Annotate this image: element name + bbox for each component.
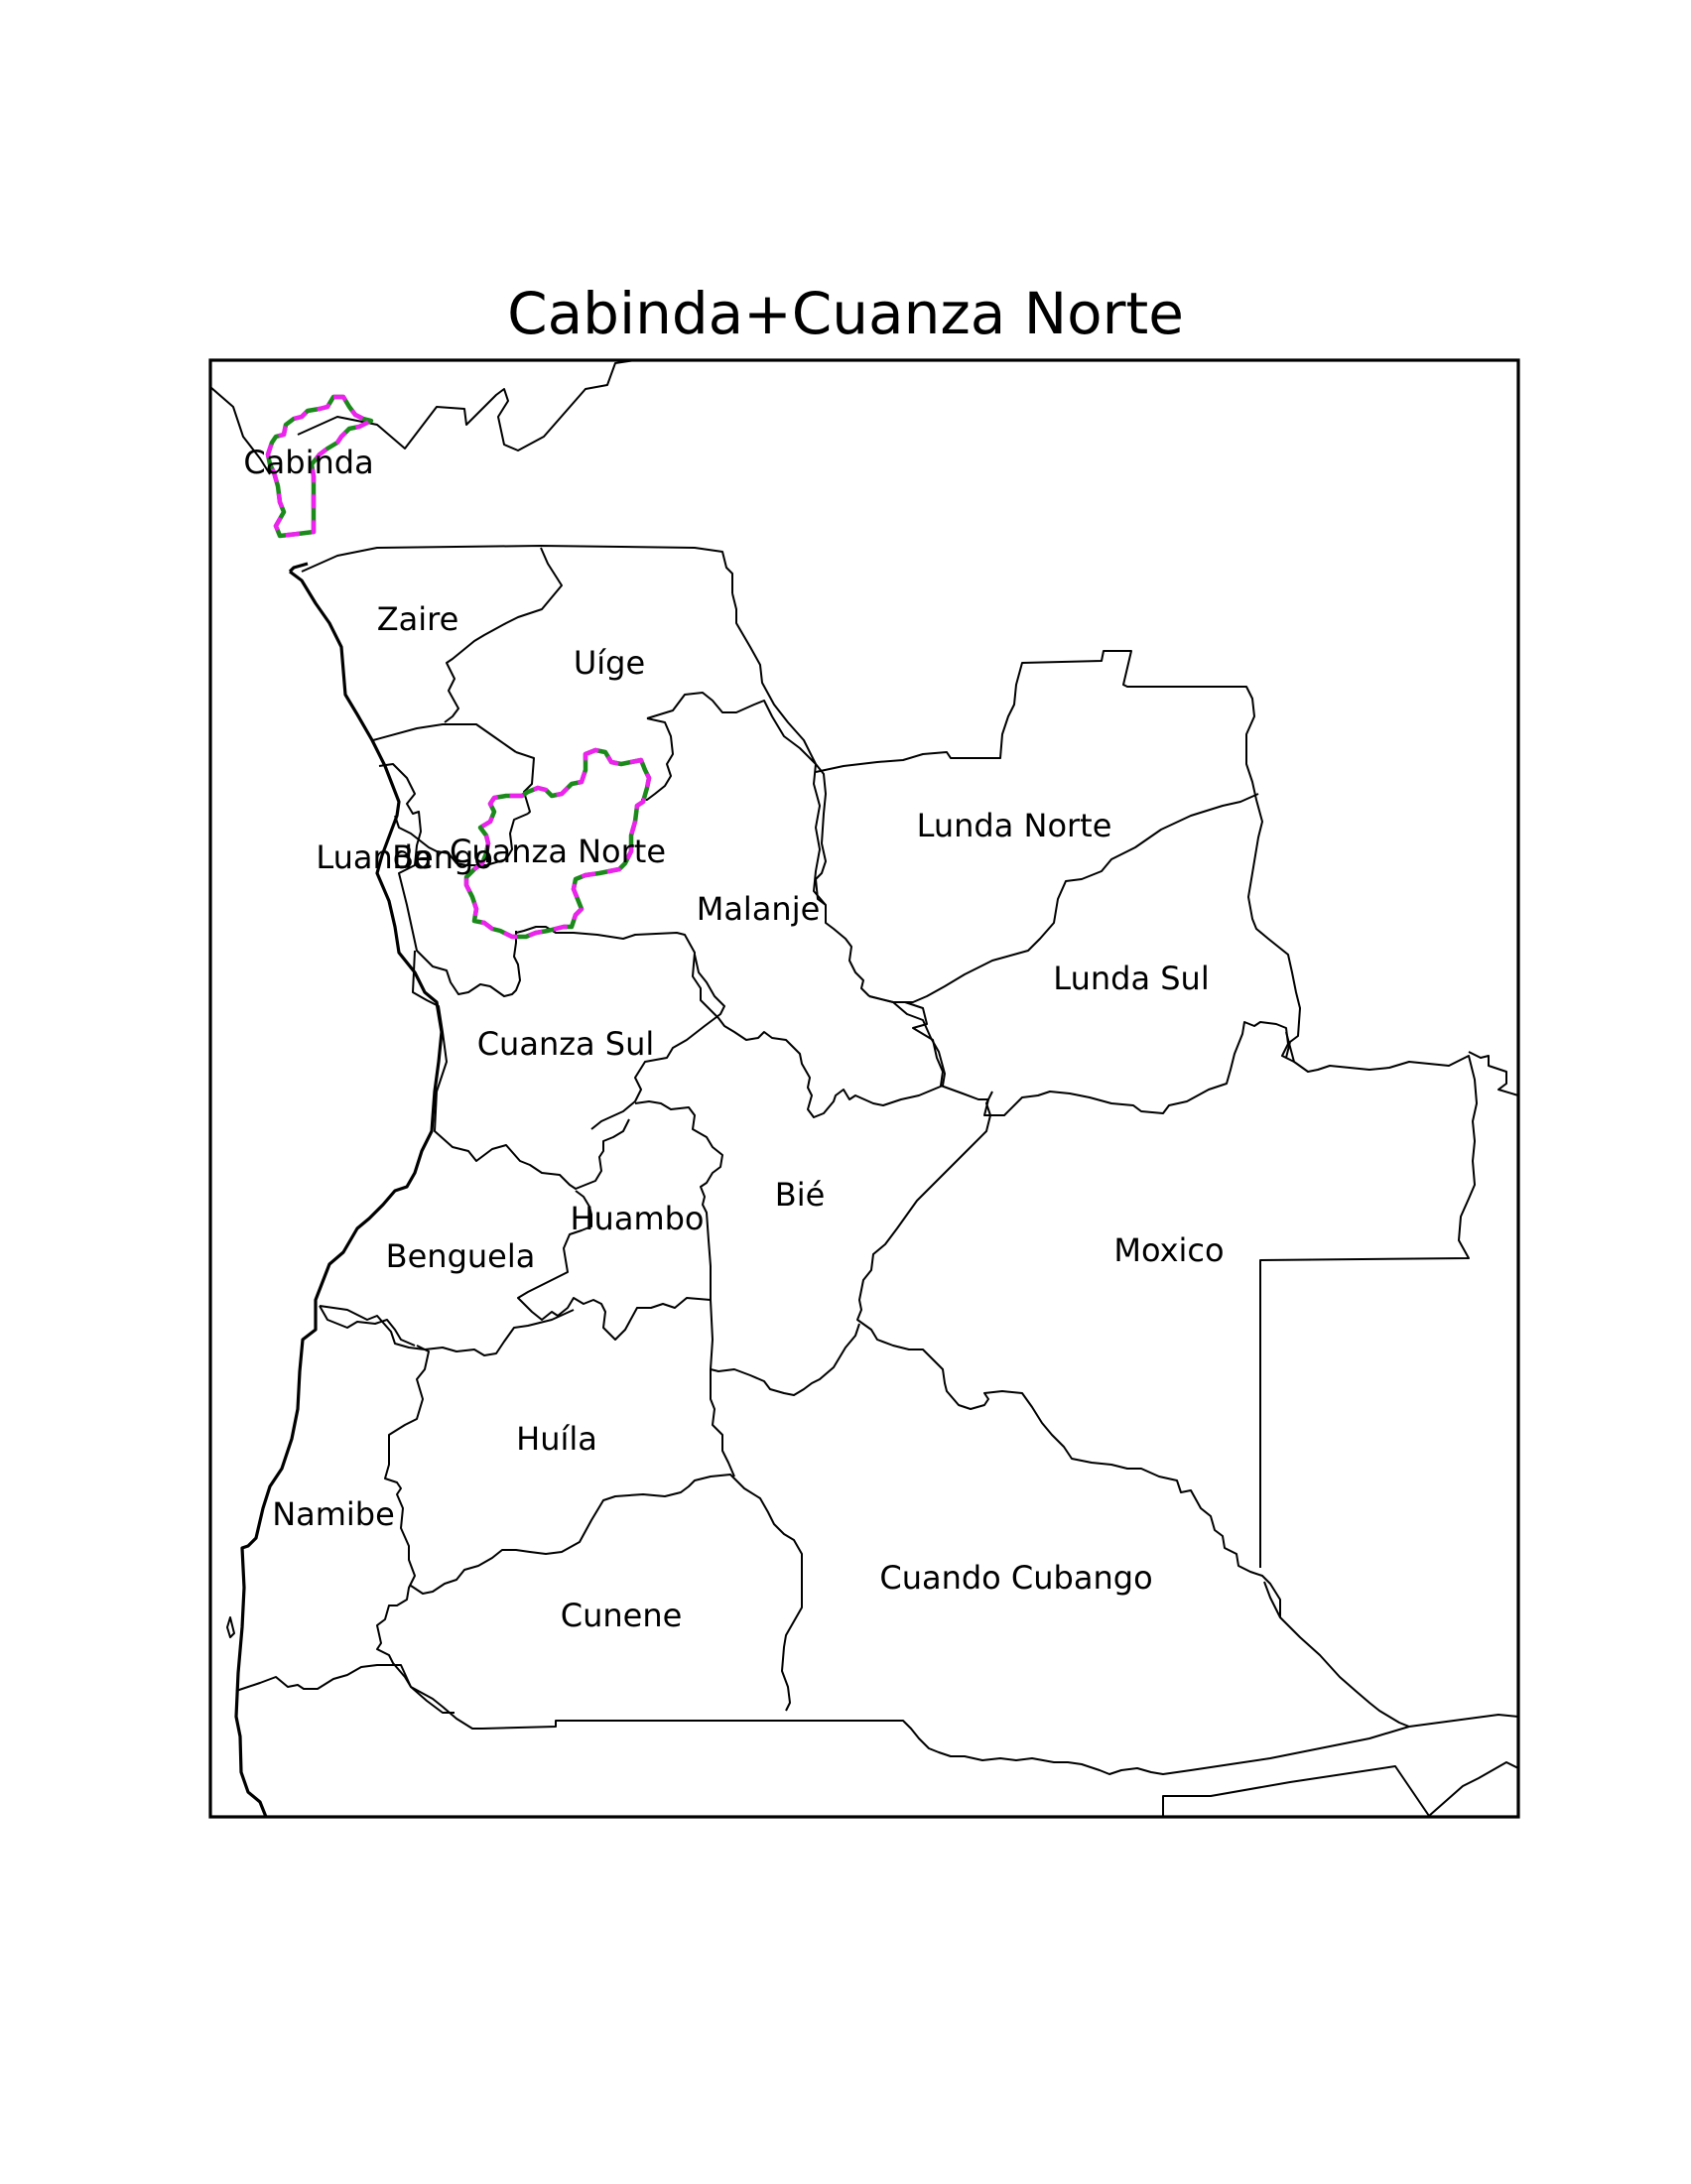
border-malanje-west (813, 763, 827, 906)
border-lunda-norte-north (815, 650, 1301, 1059)
neighbor-border-east (1468, 1051, 1518, 1096)
label-namibe: Namibe (272, 1495, 395, 1533)
neighbor-border-south (1162, 1714, 1518, 1817)
border-huambo (517, 1100, 723, 1341)
cabinda-dash (265, 394, 374, 539)
neighbor-border-north (210, 360, 636, 475)
border-uige-south (515, 692, 817, 815)
border-namibe-island (226, 1616, 235, 1638)
label-benguela: Benguela (386, 1237, 536, 1275)
label-huila: Huíla (516, 1420, 597, 1458)
border-cuando-east (1263, 1581, 1410, 1728)
label-cuanza-sul: Cuanza Sul (477, 1025, 655, 1063)
label-uige: Uíge (574, 644, 645, 682)
label-malanje: Malanje (697, 890, 821, 928)
province-labels: Cabinda Zaire Uíge Luanda Bengo Cuanza N… (243, 444, 1224, 1634)
border-cuanza-sul-bie (590, 954, 725, 1130)
label-moxico: Moxico (1113, 1231, 1224, 1269)
label-bie: Bié (775, 1176, 826, 1214)
border-moxico-north (1259, 1031, 1478, 1568)
border-south-country (235, 1664, 1410, 1775)
border-lunda-sul-south (904, 1001, 1295, 1116)
map-title: Cabinda+Cuanza Norte (507, 280, 1184, 347)
label-cabinda: Cabinda (243, 444, 373, 481)
border-uige-east (731, 592, 817, 765)
map-frame (208, 358, 1520, 1819)
border-bie-moxico (856, 1091, 1281, 1617)
label-cuanza-norte: Cuanza Norte (450, 833, 666, 870)
border-cuanza-norte-uige (641, 717, 674, 801)
label-bengo: Bengo (392, 838, 493, 876)
border-bie-huila (710, 1299, 860, 1396)
highlight-cuanza-norte[interactable] (463, 747, 652, 940)
border-lunda-norte-sul (868, 793, 1259, 1003)
cuanza-norte-dash (463, 747, 652, 940)
border-benguela (319, 1305, 575, 1356)
label-lunda-sul: Lunda Sul (1053, 960, 1209, 997)
label-huambo: Huambo (570, 1200, 704, 1237)
map-geometry (210, 360, 1518, 1817)
label-cuando-cubango: Cuando Cubango (879, 1559, 1152, 1597)
border-huila-namibe (319, 1305, 455, 1714)
label-zaire: Zaire (377, 600, 459, 638)
label-cunene: Cunene (561, 1597, 683, 1634)
border-zaire-bengo (372, 723, 517, 753)
highlight-cabinda[interactable] (265, 394, 374, 539)
border-cuanza-sul (378, 763, 630, 1190)
border-zaire-uige (444, 547, 563, 723)
soyo-inlet (288, 562, 309, 574)
border-lunda-norte-west (815, 763, 870, 997)
label-lunda-norte: Lunda Norte (917, 807, 1112, 844)
border-huila-cuando (710, 1369, 735, 1477)
border-malanje-south (394, 813, 946, 1118)
border-huila-cunene (410, 1474, 803, 1712)
coastline (234, 570, 444, 1817)
label-luanda: Luanda (316, 838, 432, 876)
border-zaire-north (301, 545, 733, 593)
province-borders (226, 545, 1478, 1775)
